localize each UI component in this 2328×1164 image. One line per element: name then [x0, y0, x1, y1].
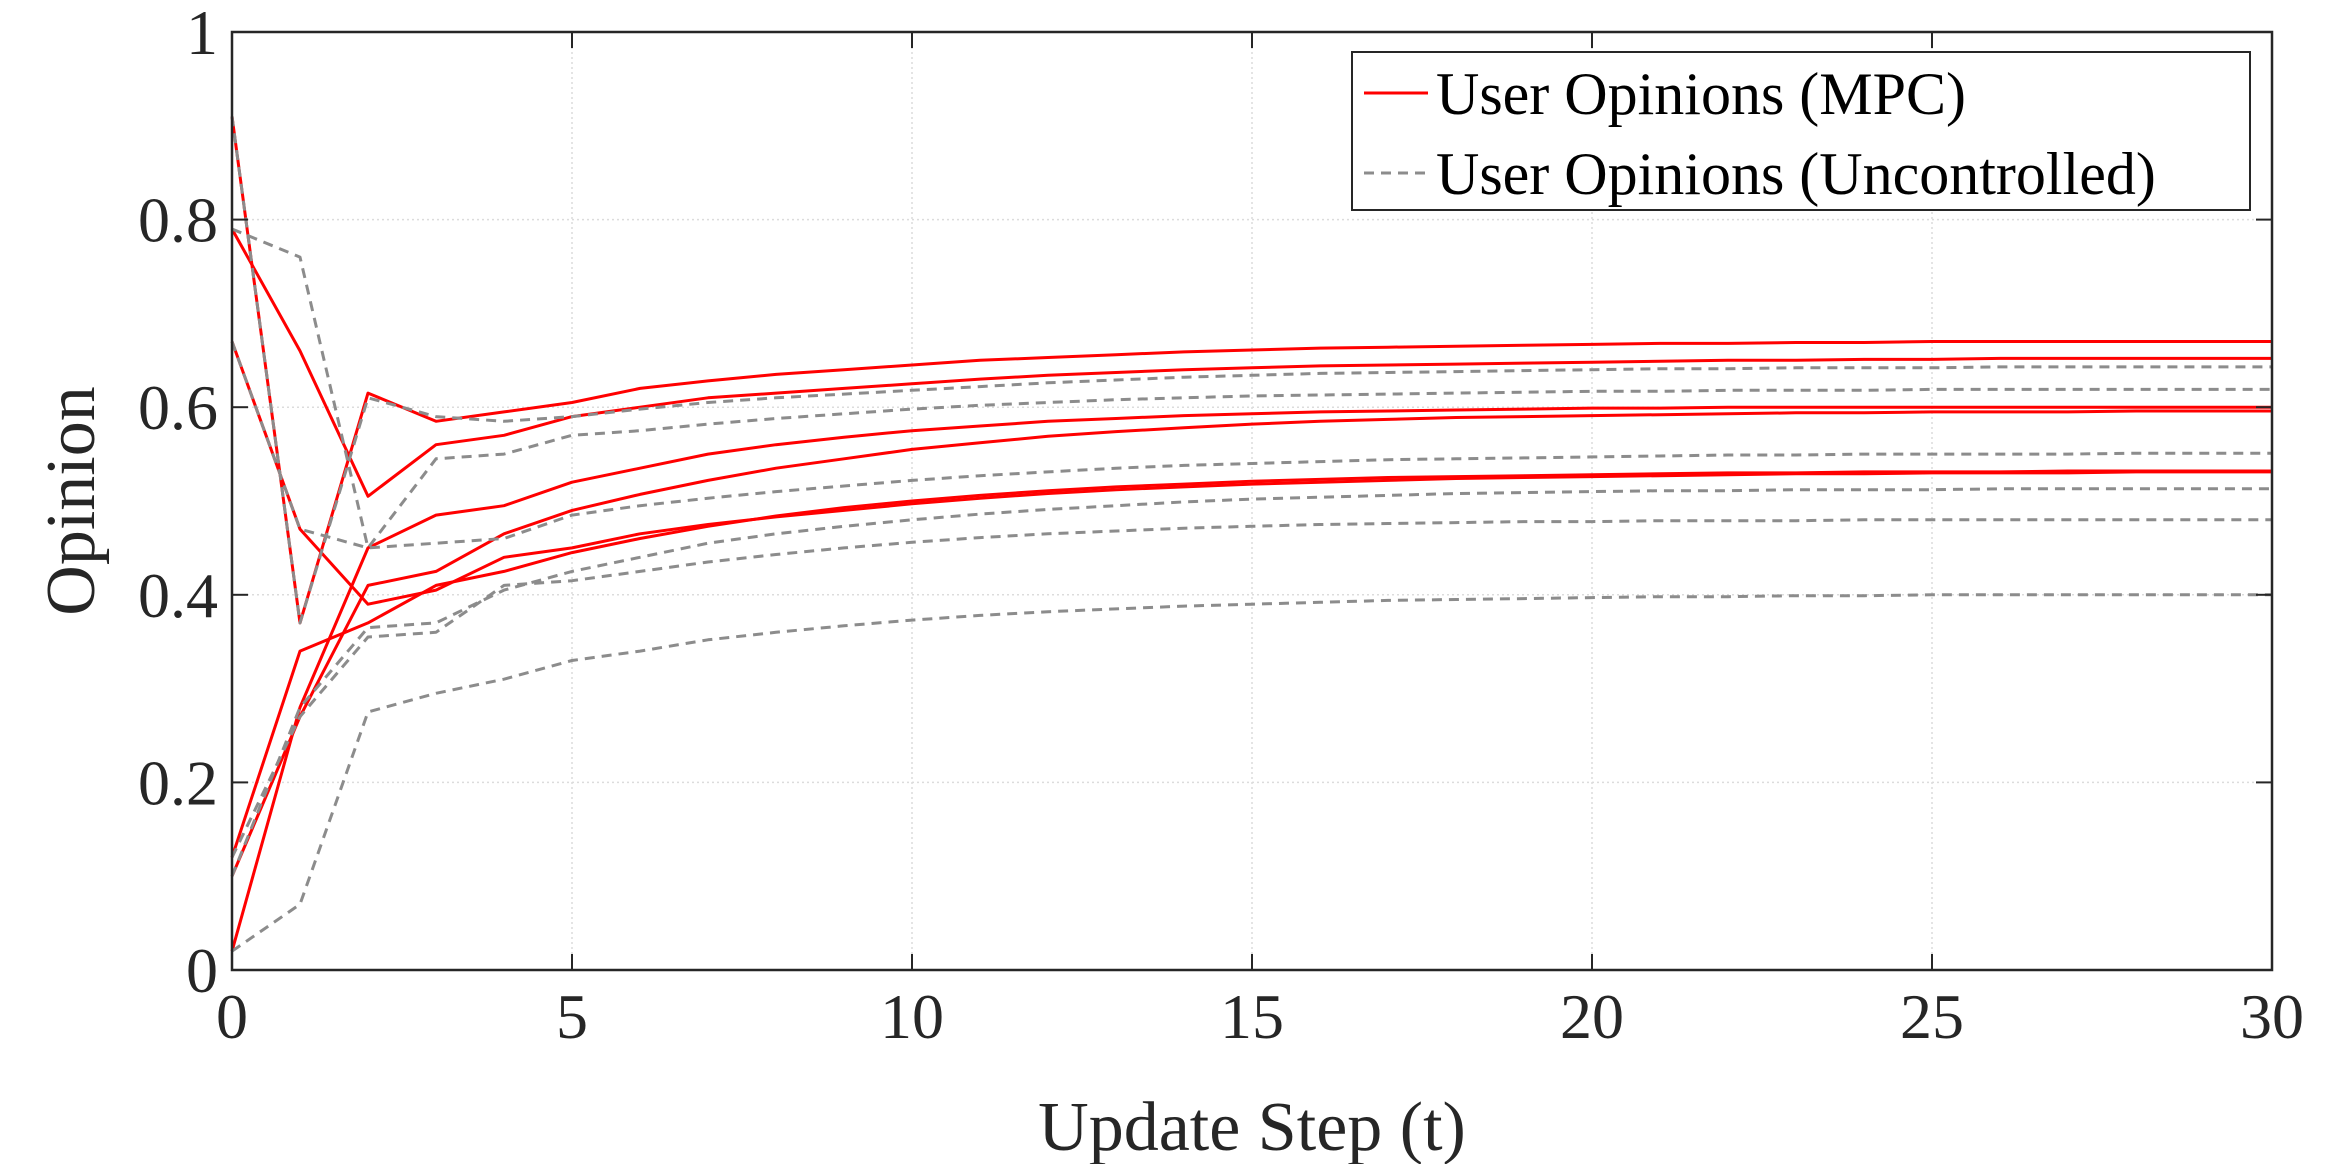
- y-axis-title: Opinion: [33, 386, 110, 615]
- y-tick-label: 0.4: [138, 560, 218, 631]
- y-tick-label: 0.8: [138, 185, 218, 256]
- mpc-series-line-5: [230, 469, 2272, 858]
- y-tick-label: 0.2: [138, 747, 218, 818]
- uncontrolled-series-line-12: [230, 487, 2272, 877]
- mpc-series-line-6: [230, 409, 2272, 877]
- tick-labels: 0 5 10 15 20 25 30 0 0.2 0.4 0.6 0.8 1: [138, 0, 2304, 1052]
- x-tick-label: 25: [1900, 981, 1964, 1052]
- x-tick-label: 30: [2240, 981, 2304, 1052]
- series-lines: [230, 116, 2272, 953]
- uncontrolled-series-line-7: [231, 593, 2272, 953]
- x-tick-label: 15: [1220, 981, 1284, 1052]
- legend: User Opinions (MPC) User Opinions (Uncon…: [1351, 51, 2251, 211]
- x-axis-title: Update Step (t): [1038, 1089, 1466, 1164]
- legend-mpc-label: User Opinions (MPC): [1436, 61, 1966, 127]
- mpc-series-line-2: [230, 116, 2272, 625]
- x-tick-label: 0: [216, 981, 248, 1052]
- uncontrolled-series-line-8: [230, 116, 2272, 625]
- x-tick-label: 10: [880, 981, 944, 1052]
- uncontrolled-series-line-10: [230, 340, 2272, 550]
- y-tick-label: 0: [186, 935, 218, 1006]
- x-tick-label: 5: [556, 981, 588, 1052]
- y-tick-label: 0.6: [138, 372, 218, 443]
- mpc-series-line-1: [230, 405, 2272, 952]
- uncontrolled-series-line-11: [230, 518, 2272, 859]
- axes: [230, 30, 2274, 972]
- y-tick-label: 1: [186, 0, 218, 68]
- legend-box: [1351, 51, 2251, 211]
- x-tick-label: 20: [1560, 981, 1624, 1052]
- legend-uncontrolled-label: User Opinions (Uncontrolled): [1436, 141, 2156, 207]
